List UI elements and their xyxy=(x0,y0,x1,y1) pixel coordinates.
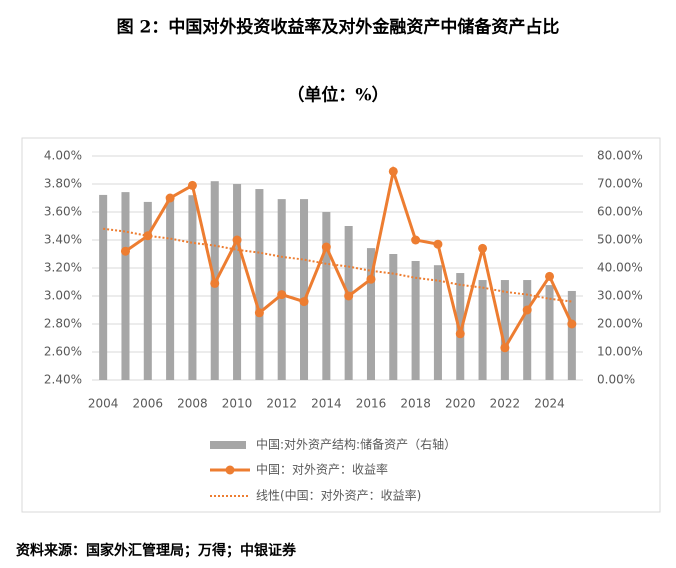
y2-tick-label: 50.00% xyxy=(597,233,643,247)
y2-tick-label: 10.00% xyxy=(597,345,643,359)
line-marker xyxy=(254,308,264,318)
line-marker xyxy=(366,274,376,284)
line-marker xyxy=(411,235,421,245)
y2-tick-label: 40.00% xyxy=(597,261,643,275)
bar xyxy=(456,273,465,380)
y-tick-label: 3.40% xyxy=(44,233,82,247)
bar xyxy=(277,199,286,380)
x-tick-label: 2006 xyxy=(133,397,164,411)
bar xyxy=(300,199,309,380)
bar xyxy=(121,192,130,380)
x-tick-label: 2010 xyxy=(222,397,253,411)
x-tick-label: 2018 xyxy=(400,397,431,411)
x-tick-label: 2014 xyxy=(311,397,342,411)
line-marker xyxy=(344,291,354,301)
y2-tick-label: 60.00% xyxy=(597,205,643,219)
y-tick-label: 3.20% xyxy=(44,261,82,275)
y2-tick-label: 70.00% xyxy=(597,177,643,191)
bar xyxy=(411,261,420,380)
chart-frame xyxy=(21,137,661,513)
bar xyxy=(143,201,152,380)
legend-label: 线性(中国：对外资产：收益率) xyxy=(256,488,421,503)
line-marker xyxy=(187,180,197,190)
line-marker xyxy=(210,278,220,288)
trend-line xyxy=(103,227,572,303)
bar xyxy=(500,280,509,380)
x-tick-label: 2020 xyxy=(445,397,476,411)
line-marker xyxy=(299,297,309,307)
line-marker xyxy=(165,193,175,203)
y-tick-label: 4.00% xyxy=(44,149,82,163)
source-note: 资料来源：国家外汇管理局；万得；中银证券 xyxy=(16,542,297,559)
y2-tick-label: 80.00% xyxy=(597,149,643,163)
bar xyxy=(478,280,487,380)
bar xyxy=(389,254,398,380)
bar xyxy=(322,212,331,380)
y-tick-label: 2.80% xyxy=(44,317,82,331)
y-tick-label: 2.40% xyxy=(44,373,82,387)
x-tick-label: 2012 xyxy=(266,397,297,411)
bar xyxy=(567,290,576,380)
bar xyxy=(545,285,554,380)
line-marker xyxy=(321,242,331,252)
legend-label: 中国:对外资产结构:储备资产（右轴） xyxy=(256,437,456,452)
line-marker xyxy=(522,305,532,315)
legend-label: 中国：对外资产：收益率 xyxy=(256,462,388,477)
chart-subtitle: （单位：%） xyxy=(287,85,388,106)
line-marker xyxy=(277,290,287,300)
line-marker xyxy=(567,319,577,329)
legend-marker xyxy=(225,465,235,475)
line-marker xyxy=(500,343,510,353)
y2-tick-label: 0.00% xyxy=(597,373,635,387)
line-marker xyxy=(388,166,398,176)
x-tick-label: 2004 xyxy=(88,397,119,411)
chart-title: 图 2：中国对外投资收益率及对外金融资产中储备资产占比 xyxy=(117,17,560,38)
bar xyxy=(433,265,442,380)
y-tick-label: 3.60% xyxy=(44,205,82,219)
bar xyxy=(344,226,353,380)
y2-tick-label: 20.00% xyxy=(597,317,643,331)
x-tick-label: 2016 xyxy=(356,397,387,411)
bar xyxy=(523,280,532,380)
x-tick-label: 2008 xyxy=(177,397,208,411)
y-tick-label: 2.60% xyxy=(44,345,82,359)
x-tick-label: 2022 xyxy=(490,397,521,411)
bar xyxy=(233,184,242,380)
bar xyxy=(188,195,197,380)
y-tick-label: 3.80% xyxy=(44,177,82,191)
line-marker xyxy=(433,239,443,249)
line-marker xyxy=(478,243,488,253)
line-marker xyxy=(455,329,465,339)
line-marker xyxy=(545,271,555,281)
line-marker xyxy=(232,235,242,245)
bar xyxy=(255,189,264,380)
bar xyxy=(99,194,108,380)
bar xyxy=(166,198,175,380)
line-marker xyxy=(120,246,130,256)
x-tick-label: 2024 xyxy=(534,397,565,411)
y2-tick-label: 30.00% xyxy=(597,289,643,303)
y-tick-label: 3.00% xyxy=(44,289,82,303)
legend-swatch xyxy=(210,441,246,449)
bar xyxy=(366,248,375,380)
